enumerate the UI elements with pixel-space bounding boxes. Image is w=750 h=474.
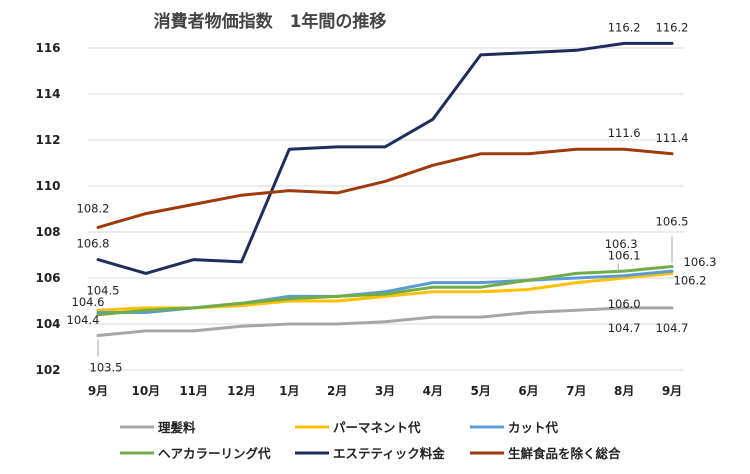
data-label: 106.0 [608,297,641,311]
y-tick-label: 102 [35,363,60,377]
legend-label: ヘアカラーリング代 [158,446,271,461]
series-line [96,147,674,229]
y-tick-label: 116 [35,41,60,55]
x-tick-label: 5月 [470,384,490,398]
series-line [96,269,674,314]
legend-label: カット代 [508,420,559,435]
x-tick-label: 12月 [227,384,256,398]
y-tick-label: 114 [35,87,60,101]
x-tick-label: 4月 [423,384,443,398]
data-label: 104.7 [608,321,641,335]
y-tick-label: 108 [35,225,60,239]
chart-title: 消費者物価指数 1年間の推移 [154,11,387,32]
data-label: 116.2 [608,20,641,34]
data-label: 106.5 [656,215,689,229]
legend-label: パーマネント代 [333,420,421,435]
x-tick-label: 6月 [518,384,538,398]
x-tick-label: 11月 [179,384,208,398]
x-tick-label: 9月 [88,384,108,398]
x-tick-label: 10月 [131,384,160,398]
legend-label: エステティック料金 [333,446,445,461]
y-tick-label: 112 [35,133,60,147]
data-label: 103.5 [90,361,123,375]
data-label: 106.8 [77,237,110,251]
data-label: 111.6 [608,126,641,140]
x-axis-tick-labels: 9月 10月 11月 12月 1月 2月 3月 4月 5月 6月 7月 8月 9月 [88,384,682,398]
x-tick-label: 1月 [279,384,299,398]
grid-lines [88,47,684,371]
data-label: 111.4 [656,131,689,145]
x-tick-label: 8月 [614,384,634,398]
data-label: 104.4 [67,313,100,327]
data-label: 116.2 [656,20,689,34]
series-lines [96,41,674,337]
data-label: 108.2 [77,201,110,215]
series-line [96,306,674,337]
series-line [96,41,674,275]
x-tick-label: 9月 [662,384,682,398]
data-label: 104.5 [87,284,120,298]
y-tick-label: 106 [35,271,60,285]
y-tick-label: 104 [35,317,60,331]
data-label: 106.2 [674,273,707,287]
data-label: 106.3 [684,255,717,269]
x-tick-label: 7月 [566,384,586,398]
series-line [96,265,674,317]
data-label: 104.7 [656,321,689,335]
data-label: 106.1 [608,249,641,263]
legend-label: 理髪料 [158,420,196,435]
x-tick-label: 2月 [327,384,347,398]
data-label: 104.6 [72,295,105,309]
y-tick-label: 110 [35,179,60,193]
data-label: 106.3 [605,237,638,251]
y-axis-tick-labels: 102 104 106 108 110 112 114 116 [35,41,60,377]
legend-label: 生鮮食品を除く総合 [508,446,621,461]
x-tick-label: 3月 [375,384,395,398]
label-leader-lines [97,236,673,357]
